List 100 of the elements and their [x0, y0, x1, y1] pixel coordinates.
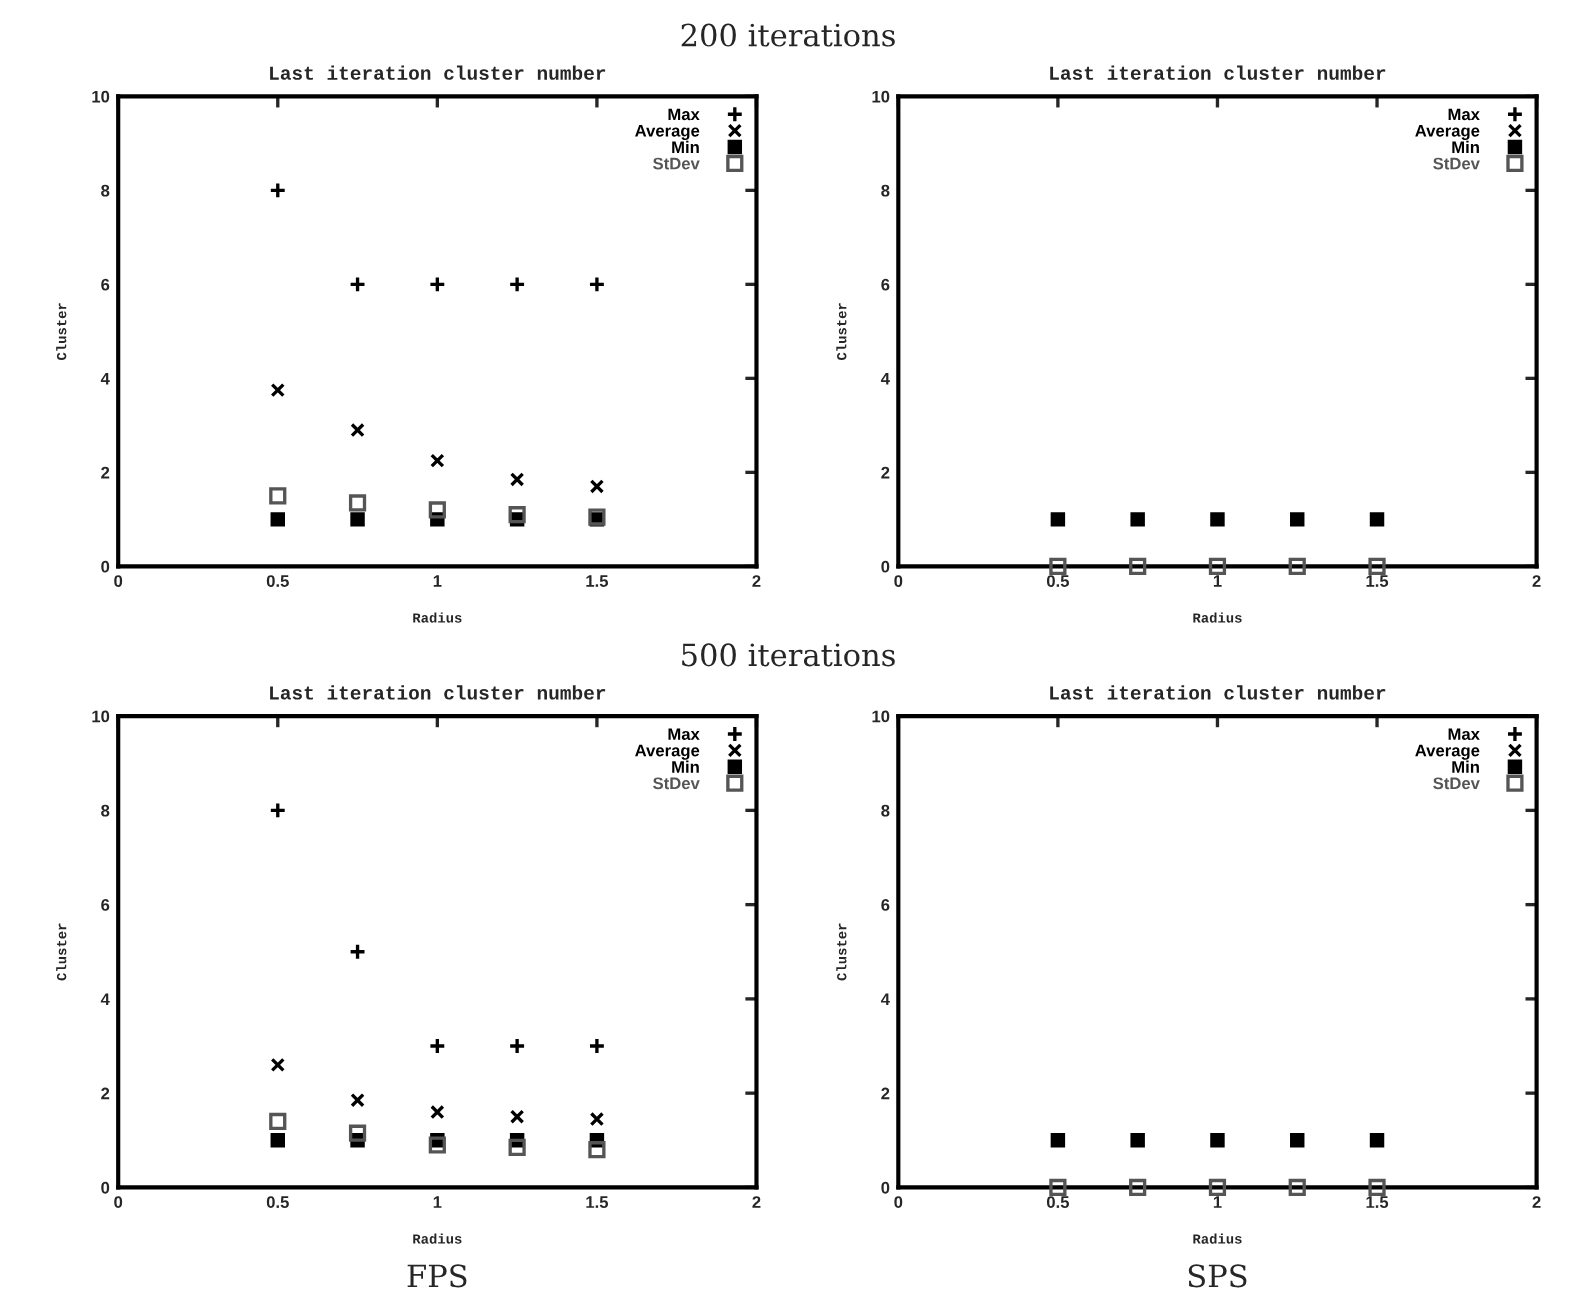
- y-tick-label: 0: [101, 1181, 110, 1194]
- legend-label: Average: [635, 125, 700, 140]
- legend-label: Average: [1415, 125, 1480, 140]
- point: [428, 501, 446, 519]
- y-tick-label: 0: [881, 1181, 890, 1194]
- y-tick-label: 4: [100, 993, 110, 1005]
- x-tick-label: 1: [433, 575, 442, 587]
- y-tick-label: 6: [101, 278, 110, 291]
- y-tick-label: 10: [872, 710, 890, 723]
- x-tick-label: 1.5: [1366, 1196, 1389, 1208]
- legend-label: StDev: [1433, 777, 1480, 790]
- x-tick-label: 2: [1532, 1196, 1541, 1208]
- point: [348, 494, 367, 512]
- x-tick-label: 1: [433, 1196, 442, 1208]
- legend-label: Average: [1415, 744, 1480, 760]
- x-tick-label: 0.5: [266, 1196, 289, 1208]
- y-tick-label: 2: [101, 466, 110, 479]
- y-tick-label: 0: [881, 560, 890, 573]
- y-tick-label: 6: [881, 899, 890, 911]
- point: [428, 1037, 446, 1055]
- point: [350, 1093, 365, 1108]
- legend-label: Max: [668, 728, 700, 741]
- chart-title: Last iteration cluster number: [270, 65, 606, 80]
- legend-label: Max: [668, 108, 700, 121]
- x-tick-label: 0: [114, 1196, 123, 1208]
- legend-label: Min: [1452, 140, 1479, 153]
- text: 500 iterations: [682, 643, 895, 667]
- point: [589, 1111, 605, 1127]
- point: [348, 275, 367, 293]
- point: [508, 506, 526, 524]
- x-tick-label: 0: [894, 1196, 903, 1208]
- point: [428, 275, 446, 293]
- y-tick-label: 10: [92, 710, 110, 723]
- point: [270, 512, 285, 527]
- y-tick-label: 8: [881, 804, 890, 817]
- point: [269, 487, 287, 505]
- legend-label: StDev: [1433, 157, 1480, 170]
- y-tick-label: 10: [872, 90, 890, 103]
- y-tick-label: 6: [101, 899, 110, 911]
- y-tick-label: 8: [101, 184, 110, 197]
- point: [270, 382, 285, 398]
- text: SPS: [1188, 1264, 1247, 1288]
- point: [269, 801, 287, 819]
- legend-label: Min: [672, 140, 699, 153]
- x-tick-label: 2: [752, 1196, 761, 1208]
- point: [348, 943, 367, 961]
- point: [588, 1141, 606, 1159]
- x-tick-label: 1.5: [586, 575, 609, 587]
- chart-title: Last iteration cluster number: [270, 685, 606, 700]
- text: FPS: [407, 1264, 467, 1288]
- y-tick-label: 0: [101, 560, 110, 573]
- legend-label: Min: [672, 760, 699, 773]
- y-tick-label: 8: [881, 184, 890, 197]
- y-tick-label: 4: [100, 372, 110, 385]
- point: [270, 1057, 285, 1073]
- legend-label: Max: [1448, 728, 1480, 741]
- point: [430, 1104, 445, 1120]
- point: [508, 1138, 526, 1156]
- legend-label: StDev: [653, 777, 700, 790]
- x-tick-label: 1: [1213, 575, 1222, 587]
- point: [589, 479, 605, 494]
- point: [270, 1133, 285, 1148]
- point: [348, 1124, 367, 1142]
- legend-label: StDev: [653, 157, 700, 170]
- point: [509, 1109, 525, 1124]
- legend-label: Average: [635, 744, 700, 760]
- y-tick-label: 8: [101, 804, 110, 817]
- x-tick-label: 2: [1532, 575, 1541, 587]
- x-tick-label: 0: [114, 575, 123, 587]
- x-tick-label: 0.5: [1046, 1196, 1070, 1208]
- point: [509, 472, 525, 487]
- y-tick-label: 6: [881, 278, 890, 291]
- chart-title: Last iteration cluster number: [1050, 65, 1386, 80]
- y-tick-label: 2: [881, 466, 890, 479]
- y-tick-label: 4: [880, 993, 890, 1005]
- point: [269, 181, 287, 199]
- point: [508, 275, 526, 293]
- y-tick-label: 4: [880, 372, 890, 385]
- x-tick-label: 0: [894, 575, 903, 587]
- x-tick-label: 1.5: [1366, 575, 1389, 587]
- y-tick-label: 2: [101, 1087, 110, 1100]
- point: [588, 1037, 606, 1055]
- x-tick-label: 1: [1213, 1196, 1222, 1208]
- y-tick-label: 2: [881, 1087, 890, 1100]
- chart-title: Last iteration cluster number: [1050, 685, 1386, 700]
- point: [350, 512, 365, 527]
- text: 200 iterations: [681, 23, 895, 47]
- legend-label: Min: [1452, 760, 1479, 773]
- point: [508, 1037, 526, 1055]
- point: [588, 275, 606, 293]
- point: [269, 1112, 287, 1131]
- point: [428, 1136, 446, 1154]
- y-tick-label: 10: [92, 90, 110, 103]
- x-tick-label: 0.5: [266, 575, 289, 587]
- x-tick-label: 0.5: [1046, 575, 1070, 587]
- x-tick-label: 2: [752, 575, 761, 587]
- point: [430, 453, 445, 468]
- point: [350, 422, 365, 438]
- x-tick-label: 1.5: [586, 1196, 609, 1208]
- legend-label: Max: [1448, 108, 1480, 121]
